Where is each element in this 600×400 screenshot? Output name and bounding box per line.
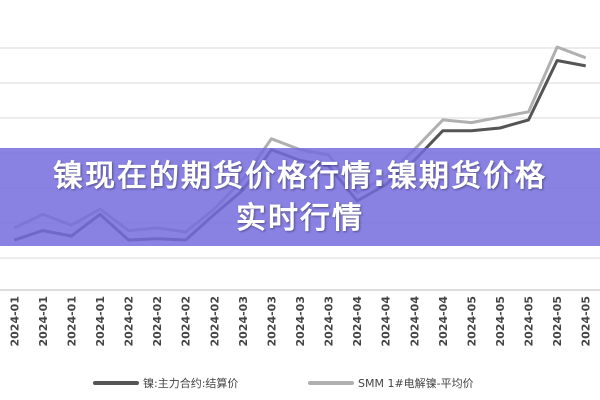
x-tick-label: 2024-05	[523, 296, 536, 347]
legend-label: SMM 1#电解镍-平均价	[358, 376, 474, 390]
x-tick-label: 2024-04	[351, 296, 364, 347]
x-tick-label: 2024-01	[65, 296, 78, 347]
x-tick-label: 2024-02	[151, 296, 164, 347]
legend-label: 镍:主力合约:结算价	[143, 376, 238, 390]
x-tick-label: 2024-01	[8, 296, 21, 347]
chart-title: 镍现在的期货价格行情:镍期货价格实时行情	[53, 159, 547, 236]
x-tick-label: 2024-04	[437, 296, 450, 347]
x-tick-label: 2024-02	[123, 296, 136, 347]
x-tick-label: 2024-02	[208, 296, 221, 347]
x-tick-label: 2024-04	[380, 296, 393, 347]
title-banner	[0, 148, 600, 246]
x-tick-label: 2024-02	[180, 296, 193, 347]
x-tick-label: 2024-03	[265, 296, 278, 347]
x-tick-label: 2024-04	[408, 296, 421, 347]
x-tick-label: 2024-01	[94, 296, 107, 347]
x-tick-label: 2024-03	[237, 296, 250, 347]
x-tick-label: 2024-03	[323, 296, 336, 347]
x-tick-label: 2024-05	[580, 296, 593, 347]
x-tick-label: 2024-01	[37, 296, 50, 347]
x-tick-label: 2024-03	[294, 296, 307, 347]
x-tick-label: 2024-05	[551, 296, 564, 347]
x-tick-label: 2024-05	[494, 296, 507, 347]
x-tick-label: 2024-05	[465, 296, 478, 347]
